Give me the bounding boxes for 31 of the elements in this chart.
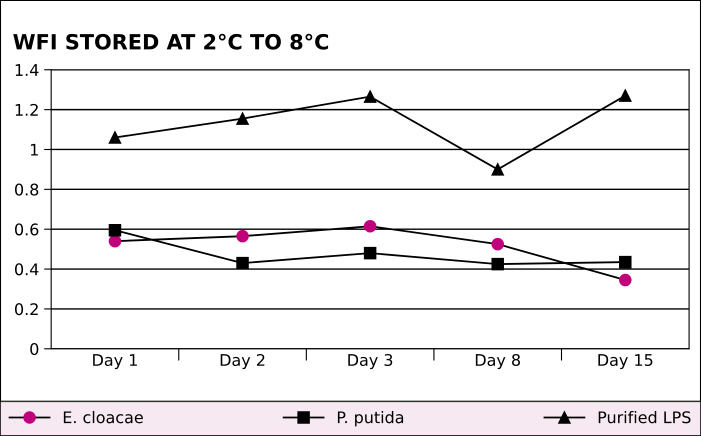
legend-label: E. cloacae bbox=[64, 410, 143, 424]
y-tick-label: 1.2 bbox=[16, 104, 38, 116]
point bbox=[619, 89, 632, 102]
point bbox=[619, 256, 632, 268]
point bbox=[491, 258, 504, 270]
point bbox=[236, 112, 249, 125]
point bbox=[491, 163, 504, 176]
x-tick-label: Day 3 bbox=[348, 354, 392, 370]
y-tick-label: 1.4 bbox=[16, 64, 38, 76]
point bbox=[108, 131, 122, 144]
x-tick-label: Day 1 bbox=[93, 354, 137, 370]
y-tick-label: 1 bbox=[30, 144, 38, 156]
legend-label: Purified LPS bbox=[598, 410, 691, 424]
legend-label: P. putida bbox=[338, 410, 404, 426]
y-tick-label: 0.8 bbox=[15, 184, 38, 196]
chart-title: WFI STORED AT 2°C TO 8°C bbox=[13, 34, 328, 50]
y-tick-label: 0.4 bbox=[15, 263, 38, 276]
y-tick-label: 0.6 bbox=[15, 223, 38, 236]
x-tick-label: Day 2 bbox=[220, 354, 264, 370]
point bbox=[619, 274, 632, 286]
point bbox=[108, 224, 122, 236]
x-tick-label: Day 15 bbox=[598, 354, 652, 370]
y-tick-label: 0.2 bbox=[15, 303, 38, 316]
point bbox=[236, 230, 249, 242]
point bbox=[364, 220, 376, 232]
x-tick-label: Day 8 bbox=[476, 354, 520, 370]
y-tick-label: 0 bbox=[30, 343, 38, 356]
point bbox=[364, 90, 376, 103]
point bbox=[364, 246, 376, 260]
point bbox=[491, 238, 504, 250]
point bbox=[236, 256, 249, 270]
